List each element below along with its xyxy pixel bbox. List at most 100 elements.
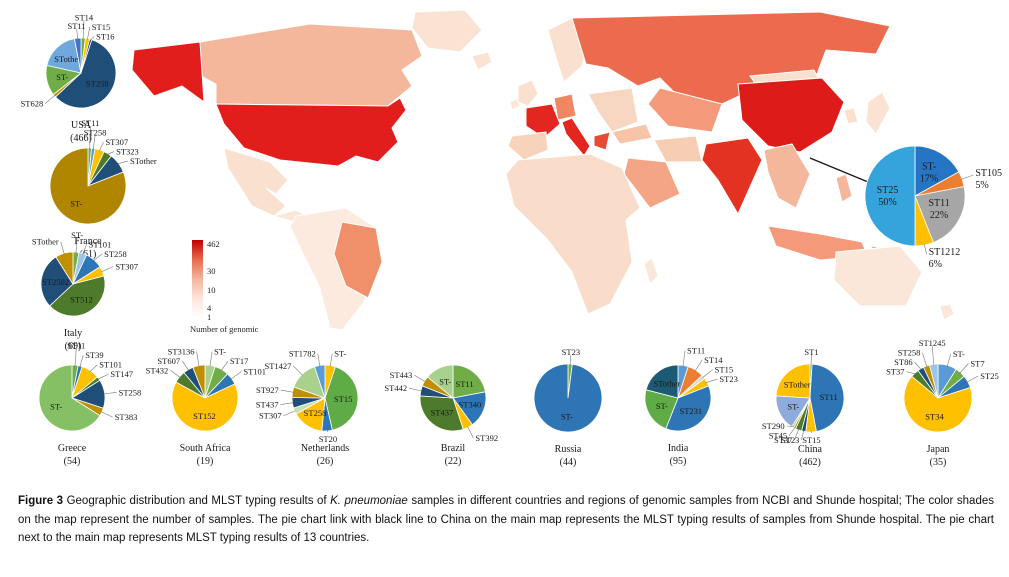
pie-slice-france-ST- bbox=[49, 147, 127, 225]
pie-inside-label: ST231 bbox=[679, 406, 702, 416]
country-eastern-europe bbox=[587, 87, 639, 133]
pie-label-leader-line bbox=[87, 26, 91, 40]
pie-inside-label: ST340 bbox=[459, 400, 482, 410]
pie-label-leader-line bbox=[414, 374, 426, 382]
pie-label-leader-line bbox=[93, 253, 103, 261]
pie-outside-label: ST- bbox=[214, 347, 226, 357]
pie-outside-label: ST101 bbox=[89, 239, 112, 249]
pie-outside-label: ST258 bbox=[119, 387, 142, 397]
pie-outside-label: ST- bbox=[71, 230, 83, 240]
legend-tick-4: 4 bbox=[207, 302, 212, 313]
pie-slice-shunde-hospital-ST25 bbox=[864, 145, 916, 247]
country-label-brazil: Brazil (22) bbox=[440, 443, 466, 467]
pie-label-leader-line bbox=[409, 387, 422, 392]
pie-outside-label: ST290 bbox=[762, 421, 785, 431]
figure-caption: Figure 3 Geographic distribution and MLS… bbox=[18, 492, 994, 548]
pie-slice-greece-ST- bbox=[38, 364, 101, 432]
pie-label-leader-line bbox=[959, 363, 969, 374]
pie-inside-label: ST- bbox=[439, 377, 451, 387]
pie-label-leader-line bbox=[230, 371, 242, 380]
pie-label-leader-line bbox=[794, 428, 800, 441]
pie-outside-label: ST45 bbox=[769, 431, 787, 441]
pie-inside-label: STother bbox=[54, 54, 81, 64]
pie-label-leader-line bbox=[702, 369, 713, 378]
country-label-greece: Greece (54) bbox=[57, 443, 87, 467]
country-germany bbox=[553, 93, 577, 121]
pie-chart-brazil: ST11 ST340 ST437 ST- ST392 ST442 ST443 bbox=[384, 364, 498, 443]
pie-outside-label: ST628 bbox=[21, 99, 44, 109]
pie-outside-label: ST383 bbox=[115, 412, 138, 422]
pie-outside-label: ST- bbox=[334, 349, 346, 359]
pie-outside-label: ST39 bbox=[85, 350, 103, 360]
country-uk bbox=[517, 79, 539, 107]
world-map bbox=[131, 10, 955, 331]
pie-inside-label: ST25 50% bbox=[877, 185, 899, 208]
pie-outside-label: ST1782 bbox=[289, 349, 316, 359]
pie-label-leader-line bbox=[966, 375, 979, 383]
pie-outside-label: STother bbox=[130, 156, 157, 166]
pie-label-leader-line bbox=[196, 351, 200, 367]
country-label-south-africa: South Africa (19) bbox=[179, 443, 231, 467]
pie-slice-brazil-ST437 bbox=[419, 395, 464, 432]
country-label-russia: Russia (44) bbox=[554, 444, 582, 468]
pie-outside-label: ST1427 bbox=[265, 361, 292, 371]
pie-inside-label: ST- bbox=[56, 72, 68, 82]
pie-label-leader-line bbox=[90, 36, 95, 41]
pie-outside-label: ST1212 6% bbox=[929, 247, 961, 270]
species-name: K. pneumoniae bbox=[330, 495, 408, 507]
pie-outside-label: ST37 bbox=[774, 435, 792, 445]
pie-label-leader-line bbox=[92, 135, 96, 150]
caption-text-1: Geographic distribution and MLST typing … bbox=[63, 495, 331, 507]
pie-outside-label: ST14 bbox=[75, 12, 94, 22]
pie-slice-shunde-hospital-ST11 bbox=[914, 186, 966, 244]
pie-label-leader-line bbox=[170, 370, 181, 378]
pie-inside-label: ST- bbox=[561, 412, 573, 422]
pie-label-leader-line bbox=[76, 29, 79, 40]
country-label-france: France (61) bbox=[74, 236, 102, 260]
country-label-netherlands: Netherlands (26) bbox=[300, 443, 350, 467]
country-turkey bbox=[611, 123, 653, 145]
pie-label-leader-line bbox=[103, 392, 117, 395]
pie-slice-italy-ST2502 bbox=[40, 256, 74, 307]
pie-outside-label: ST437 bbox=[256, 400, 279, 410]
pie-inside-label: ST11 bbox=[456, 379, 474, 389]
pie-outside-label: ST307 bbox=[115, 262, 138, 272]
pie-label-leader-line bbox=[79, 355, 84, 368]
pie-label-leader-line bbox=[329, 353, 333, 367]
legend-tick-30: 30 bbox=[207, 266, 216, 277]
pie-label-leader-line bbox=[293, 365, 303, 376]
pie-outside-label: ST37 bbox=[886, 367, 904, 377]
pie-label-leader-line bbox=[221, 360, 229, 371]
pie-outside-label: ST1245 bbox=[919, 338, 946, 348]
pie-label-leader-line bbox=[45, 94, 56, 104]
country-saudi-arabia bbox=[623, 157, 681, 209]
pie-outside-label: ST258 bbox=[898, 348, 921, 358]
pie-outside-label: ST101 bbox=[99, 360, 122, 370]
pie-label-leader-line bbox=[82, 244, 87, 255]
pie-label-leader-line bbox=[101, 266, 114, 272]
pie-slice-russia-ST- bbox=[533, 363, 603, 433]
pie-label-leader-line bbox=[60, 241, 65, 255]
pie-outside-label: ST15 bbox=[715, 365, 733, 375]
country-australia bbox=[833, 245, 923, 307]
country-canada bbox=[185, 23, 423, 107]
pie-label-leader-line bbox=[82, 20, 85, 40]
country-brazil bbox=[333, 221, 383, 299]
legend-title: Number of genomic bbox=[190, 324, 259, 334]
pie-inside-label: ST15 bbox=[334, 394, 352, 404]
country-africa bbox=[505, 153, 641, 315]
pie-outside-label: ST432 bbox=[146, 365, 169, 375]
pie-label-leader-line bbox=[961, 174, 974, 180]
pie-outside-label: ST14 bbox=[704, 355, 723, 365]
pie-outside-label: ST105 5% bbox=[975, 168, 1002, 191]
pie-label-leader-line bbox=[181, 360, 189, 371]
country-iran bbox=[653, 135, 703, 163]
pie-outside-label: ST323 bbox=[116, 147, 139, 157]
pie-label-leader-line bbox=[209, 351, 213, 367]
pie-slice-japan-ST34 bbox=[903, 375, 973, 433]
pie-slice-india-STother bbox=[645, 364, 679, 399]
pie-inside-label: ST152 bbox=[193, 411, 216, 421]
